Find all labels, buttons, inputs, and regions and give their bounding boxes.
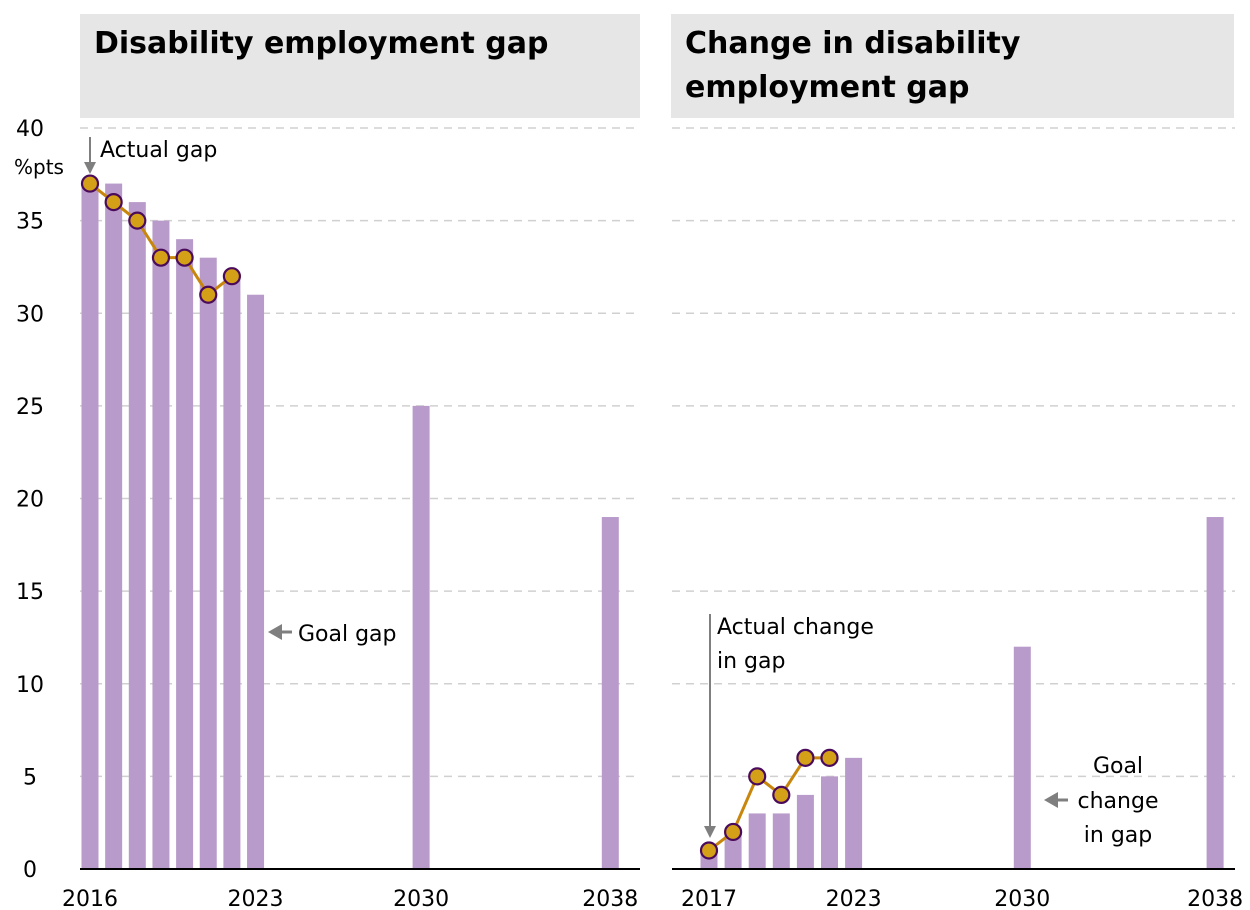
x-tick-label: 2023 bbox=[228, 887, 284, 910]
goal-change-arrowhead bbox=[1044, 792, 1058, 808]
actual-marker bbox=[128, 211, 147, 230]
goal-bar bbox=[223, 276, 241, 869]
goal-bar bbox=[176, 239, 194, 869]
x-tick-label: 2030 bbox=[994, 887, 1050, 910]
goal-bar bbox=[128, 202, 146, 870]
goal-change-label-line2: change bbox=[1078, 789, 1159, 814]
goal-bar bbox=[199, 257, 217, 869]
y-axis-unit: %pts bbox=[14, 155, 64, 179]
actual-marker bbox=[820, 748, 839, 767]
goal-gap-label: Goal gap bbox=[298, 622, 397, 647]
actual-change-label-line2: in gap bbox=[717, 649, 785, 674]
goal-bar bbox=[105, 183, 123, 869]
goal-bar bbox=[748, 813, 766, 869]
actual-lines bbox=[80, 174, 839, 860]
goal-bar bbox=[845, 757, 863, 869]
bars bbox=[81, 183, 1224, 870]
actual-marker bbox=[699, 841, 719, 860]
actual-gap-arrowhead bbox=[84, 162, 96, 174]
actual-marker bbox=[748, 767, 767, 786]
goal-change-label-line3: in gap bbox=[1084, 823, 1152, 848]
goal-bar bbox=[1013, 646, 1031, 869]
actual-change-label-line1: Actual change bbox=[717, 615, 874, 640]
actual-marker bbox=[199, 285, 218, 304]
actual-marker bbox=[80, 174, 100, 193]
goal-bar bbox=[1206, 517, 1224, 869]
goal-bar bbox=[81, 183, 99, 869]
x-tick-label: 2030 bbox=[393, 887, 449, 910]
goal-bar bbox=[601, 517, 619, 869]
x-tick-label: 2023 bbox=[826, 887, 882, 910]
axes: 0 5 10 15 20 25 30 35 40 2016 2023 2030 2038 2017 2023… bbox=[16, 117, 1243, 910]
actual-marker bbox=[772, 785, 791, 805]
y-tick-label: 25 bbox=[16, 395, 44, 420]
actual-marker bbox=[796, 748, 815, 767]
goal-bar bbox=[247, 294, 265, 870]
goal-gap-arrowhead bbox=[268, 624, 282, 640]
actual-marker bbox=[151, 248, 171, 267]
x-tick-label: 2017 bbox=[681, 887, 737, 910]
goal-bar bbox=[821, 776, 838, 869]
goal-bar bbox=[152, 220, 170, 869]
y-tick-label: 30 bbox=[16, 302, 44, 327]
y-tick-label: 40 bbox=[16, 117, 44, 142]
x-tick-label: 2038 bbox=[582, 887, 638, 910]
actual-marker bbox=[175, 248, 194, 267]
goal-bar bbox=[796, 794, 814, 869]
actual-marker bbox=[723, 822, 743, 842]
goal-bar bbox=[412, 405, 430, 869]
actual-marker bbox=[104, 193, 123, 212]
goal-bar bbox=[724, 831, 742, 869]
goal-change-label-line1: Goal bbox=[1093, 754, 1143, 779]
y-tick-label: 5 bbox=[23, 765, 37, 790]
y-tick-label: 35 bbox=[16, 210, 44, 235]
y-tick-label: 15 bbox=[16, 580, 44, 605]
x-tick-label: 2016 bbox=[62, 887, 118, 910]
x-tick-label: 2038 bbox=[1187, 887, 1243, 910]
actual-marker bbox=[222, 267, 241, 286]
left-chart-title: Disability employment gap bbox=[80, 14, 640, 118]
y-tick-label: 0 bbox=[23, 858, 37, 883]
actual-gap-label: Actual gap bbox=[100, 138, 217, 163]
y-tick-label: 20 bbox=[16, 488, 44, 513]
gridlines bbox=[80, 127, 1235, 778]
right-chart-title: Change in disability employment gap bbox=[671, 14, 1234, 118]
y-tick-label: 10 bbox=[16, 673, 44, 698]
goal-bar bbox=[772, 813, 790, 869]
actual-change-arrowhead bbox=[704, 826, 716, 838]
